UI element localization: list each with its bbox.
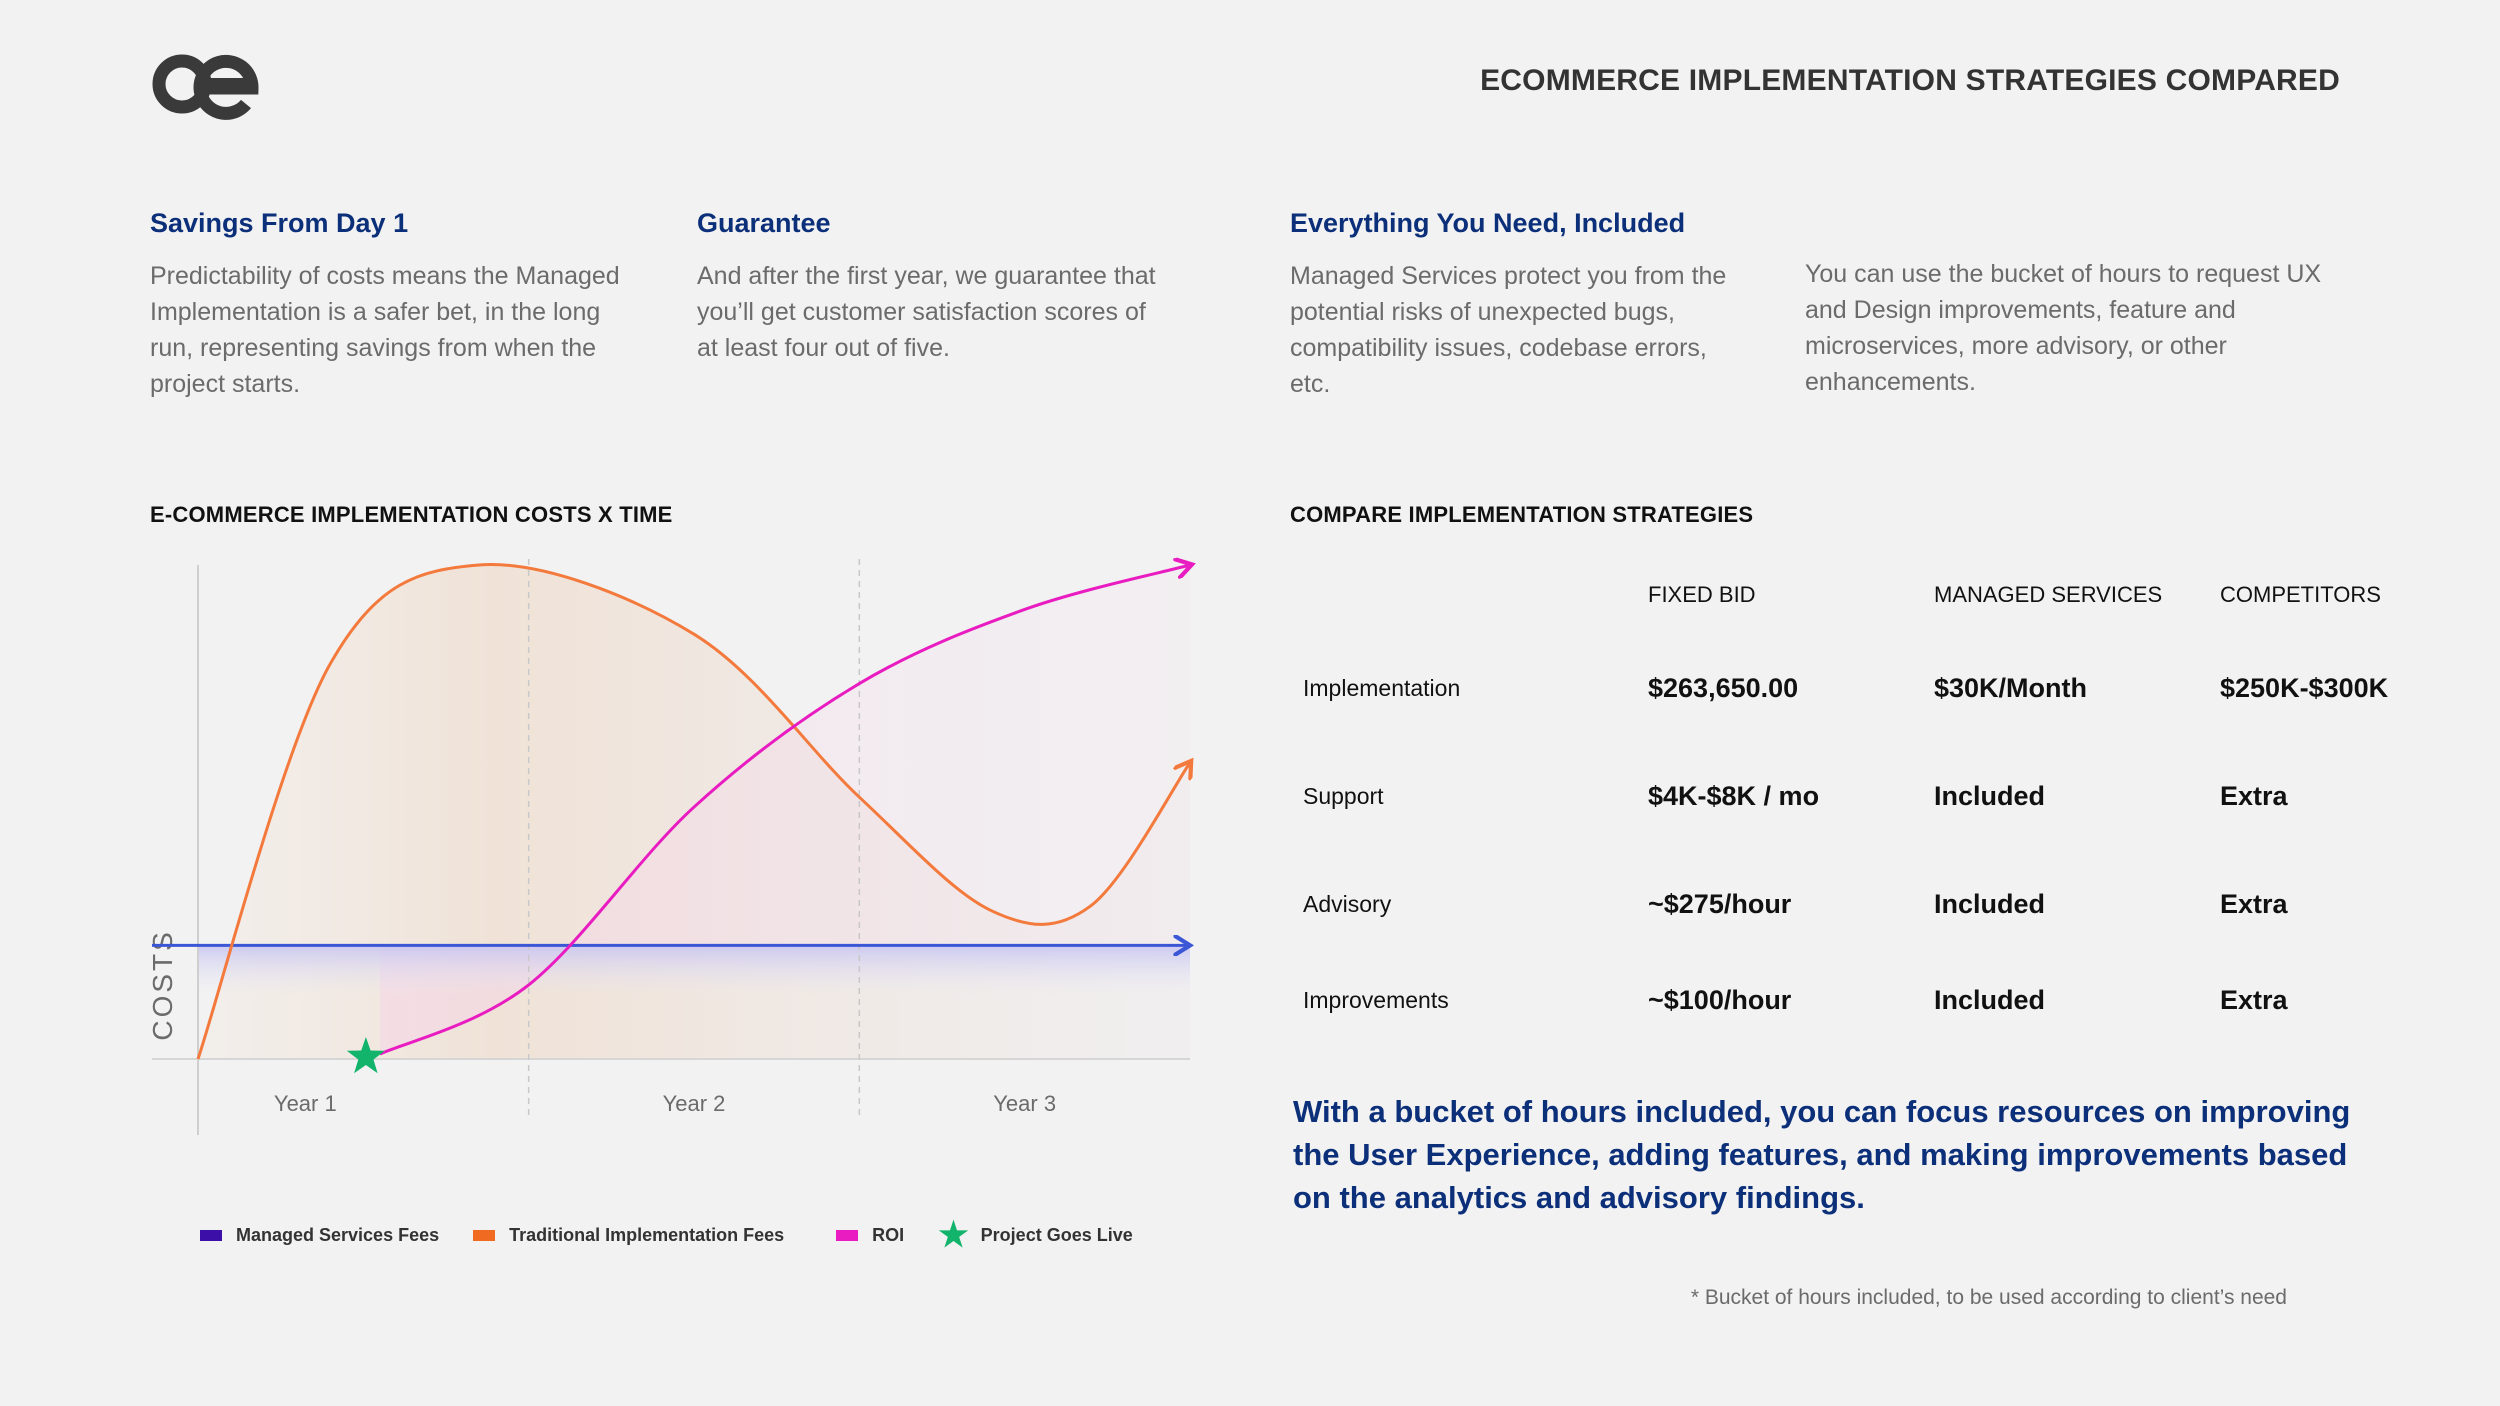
cell-advisory-competitors: Extra (2220, 889, 2288, 919)
feature-text-savings: Predictability of costs means the Manage… (150, 262, 620, 398)
roi-area (379, 565, 1190, 1055)
column-header-managed-services: MANAGED SERVICES (1934, 582, 2163, 607)
legend-swatch-managed (200, 1229, 222, 1241)
legend-item-managed: Managed Services Fees (200, 1225, 439, 1246)
project-goes-live-star-icon (346, 1037, 385, 1074)
footnote: * Bucket of hours included, to be used a… (1690, 1286, 2287, 1309)
feature-title-included: Everything You Need, Included (1290, 208, 1686, 238)
row-label-improvements: Improvements (1303, 987, 1449, 1013)
cell-support-competitors: Extra (2220, 781, 2288, 811)
feature-text-guarantee: And after the first year, we guarantee t… (697, 262, 1156, 362)
feature-title-savings: Savings From Day 1 (150, 208, 409, 238)
chart-legend: Managed Services Fees Traditional Implem… (200, 1215, 1167, 1255)
cell-improvements-managed: Included (1934, 985, 2046, 1015)
y-axis-label: COSTS (147, 929, 178, 1040)
column-header-competitors: COMPETITORS (2220, 582, 2381, 607)
feature-text-bucket-hours: You can use the bucket of hours to reque… (1805, 260, 2322, 396)
legend-swatch-traditional (473, 1229, 496, 1241)
cell-improvements-competitors: Extra (2220, 985, 2288, 1015)
legend-item-go-live: ★ Project Goes Live (938, 1218, 1133, 1252)
legend-item-roi: ROI (836, 1225, 904, 1246)
feature-text-included: Managed Services protect you from the po… (1290, 262, 1727, 398)
x-tick-label: Year 1 (274, 1091, 337, 1116)
star-icon: ★ (938, 1216, 969, 1254)
legend-label-traditional: Traditional Implementation Fees (509, 1224, 785, 1245)
feature-title-guarantee: Guarantee (697, 208, 831, 238)
legend-label-managed: Managed Services Fees (236, 1224, 440, 1245)
x-tick-label: Year 3 (993, 1091, 1056, 1116)
legend-item-traditional: Traditional Implementation Fees (473, 1225, 784, 1246)
page-title: ECOMMERCE IMPLEMENTATION STRATEGIES COMP… (1480, 64, 2340, 97)
cell-advisory-fixed-bid: ~$275/hour (1648, 889, 1792, 919)
column-header-fixed-bid: FIXED BID (1648, 582, 1756, 607)
legend-swatch-roi (836, 1229, 859, 1241)
legend-label-roi: ROI (872, 1224, 905, 1245)
cell-implementation-managed: $30K/Month (1934, 673, 2088, 703)
compare-title: COMPARE IMPLEMENTATION STRATEGIES (1290, 502, 1754, 527)
chart-title: E-COMMERCE IMPLEMENTATION COSTS X TIME (150, 502, 673, 527)
row-label-implementation: Implementation (1303, 675, 1461, 701)
company-logo (152, 54, 259, 120)
cell-support-fixed-bid: $4K-$8K / mo (1648, 781, 1820, 811)
costs-time-chart: Year 1 Year 2 Year 3 COSTS (147, 545, 1210, 1135)
series-line-roi (379, 565, 1190, 1056)
cell-implementation-competitors: $250K-$300K (2220, 673, 2389, 703)
managed-fees-area (198, 945, 1190, 996)
row-label-advisory: Advisory (1303, 891, 1392, 917)
x-tick-label: Year 2 (663, 1091, 726, 1116)
series-line-traditional-implementation-fees (196, 563, 1190, 1060)
cell-implementation-fixed-bid: $263,650.00 (1648, 673, 1799, 703)
cell-support-managed: Included (1934, 781, 2046, 811)
cell-improvements-fixed-bid: ~$100/hour (1648, 985, 1792, 1015)
cta-statement: With a bucket of hours included, you can… (1293, 1094, 2351, 1215)
cell-advisory-managed: Included (1934, 889, 2046, 919)
legend-label-go-live: Project Goes Live (980, 1224, 1133, 1245)
row-label-support: Support (1303, 783, 1384, 809)
